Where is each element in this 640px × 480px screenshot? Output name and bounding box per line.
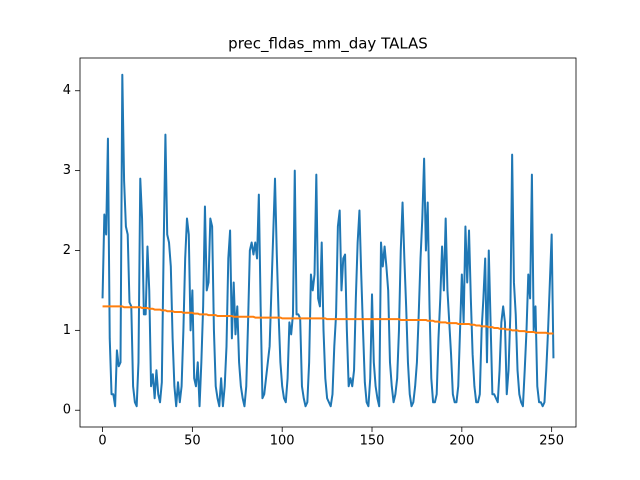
y-tick-label: 4 bbox=[63, 83, 71, 98]
x-tick-label: 200 bbox=[449, 434, 474, 449]
y-tick-label: 0 bbox=[63, 403, 71, 418]
series-line bbox=[102, 305, 554, 335]
series-line bbox=[101, 73, 555, 408]
x-tick-label: 0 bbox=[98, 434, 106, 449]
x-tick-label: 150 bbox=[360, 434, 385, 449]
x-tick-label: 250 bbox=[539, 434, 564, 449]
x-tick-label: 50 bbox=[184, 434, 201, 449]
x-tick-label: 100 bbox=[270, 434, 295, 449]
y-tick-label: 1 bbox=[63, 323, 71, 338]
chart-title: prec_fldas_mm_day TALAS bbox=[228, 35, 428, 54]
y-tick-label: 3 bbox=[63, 163, 71, 178]
axes-frame bbox=[79, 57, 577, 428]
y-tick-label: 2 bbox=[63, 243, 71, 258]
